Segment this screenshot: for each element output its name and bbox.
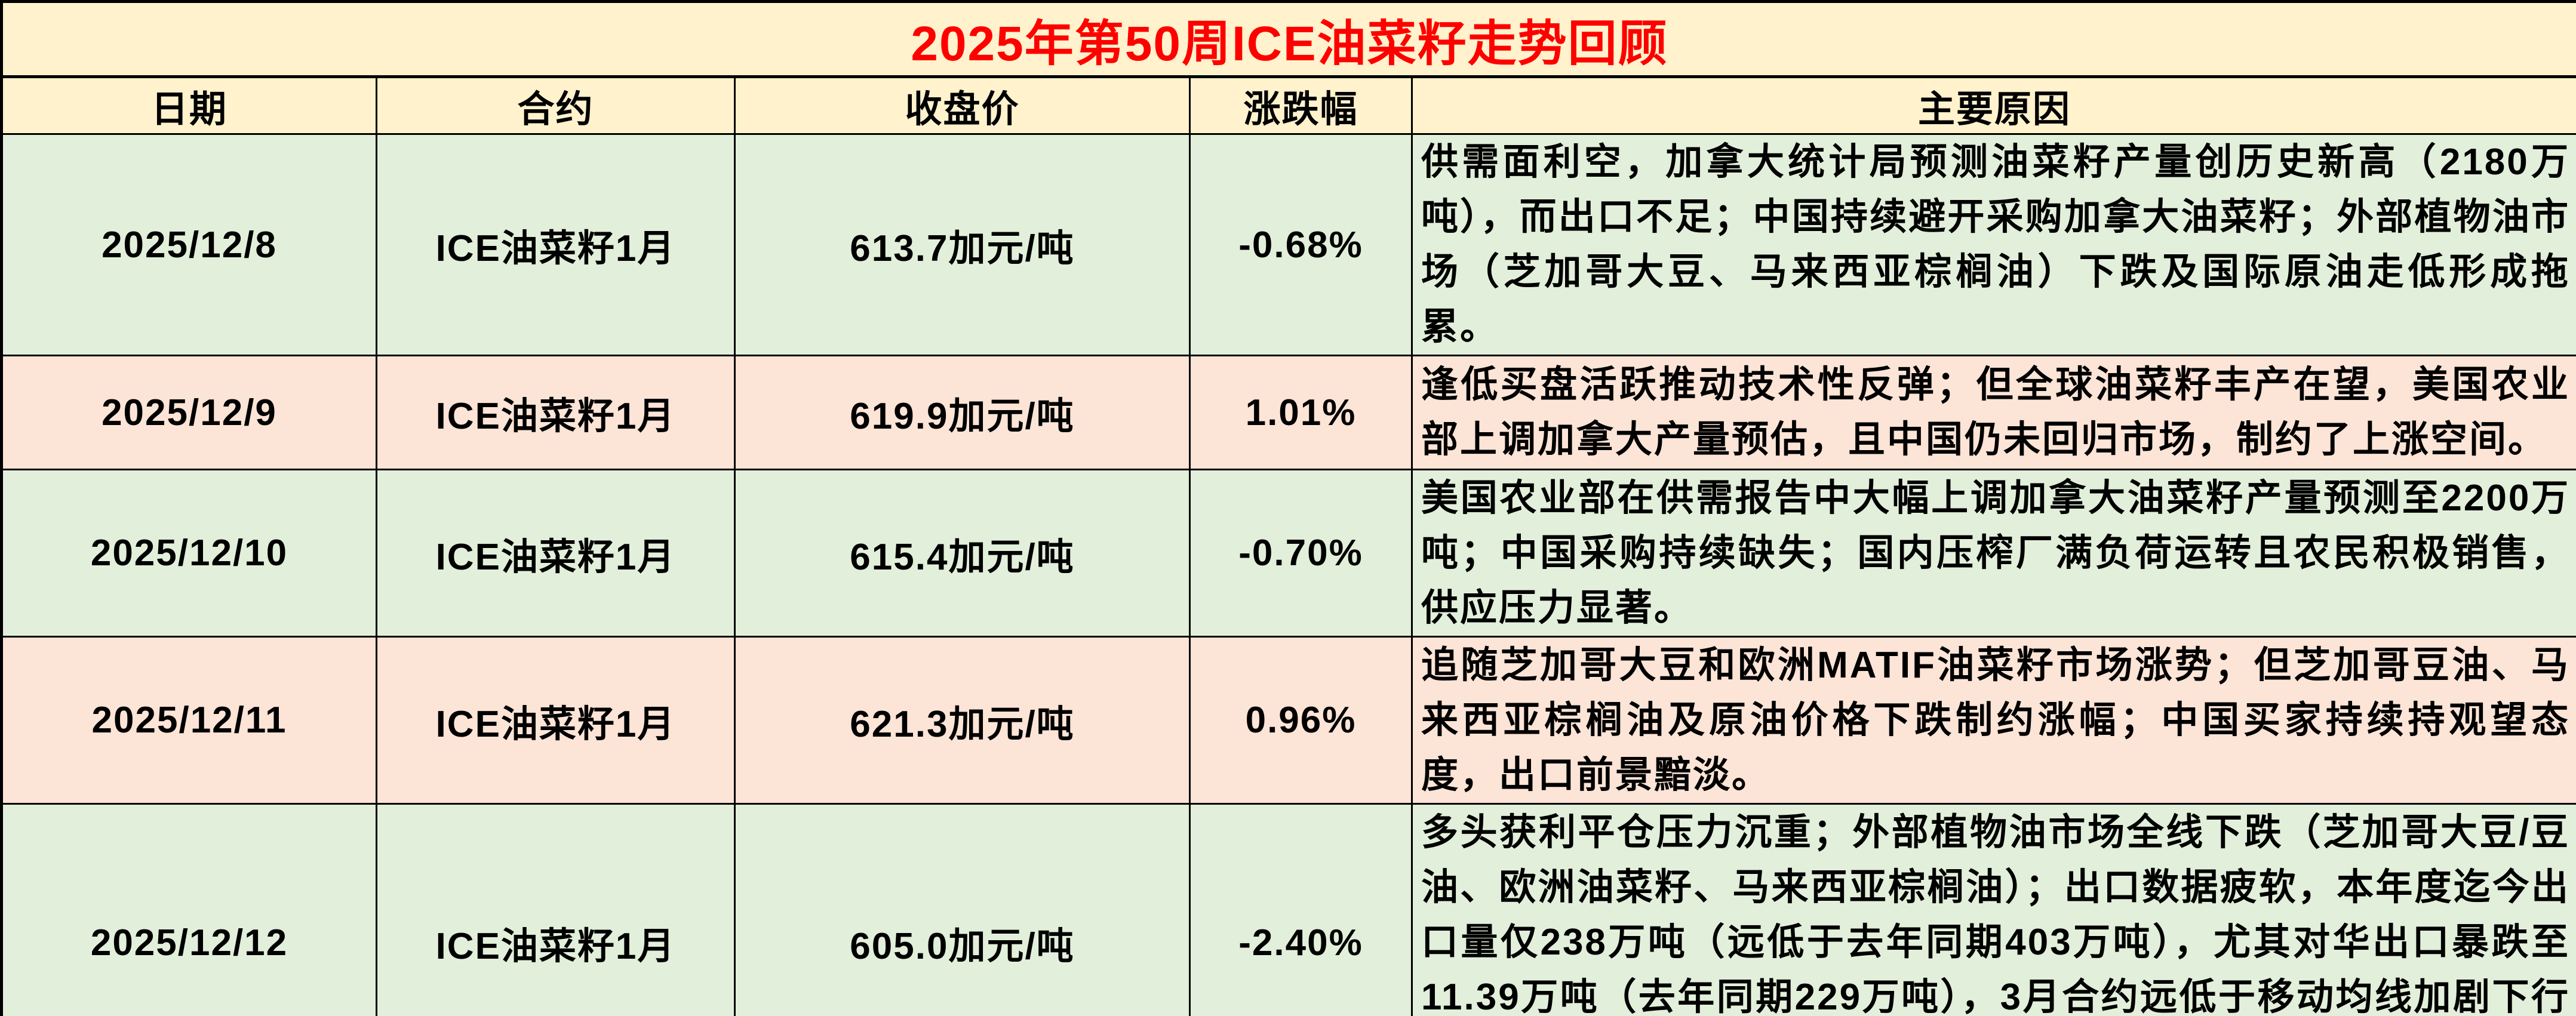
contract-cell: ICE油菜籽1月: [376, 133, 736, 356]
change-pct-cell: -0.68%: [1189, 133, 1413, 356]
column-header-change: 涨跌幅: [1189, 76, 1413, 135]
date-cell: 2025/12/11: [1, 636, 377, 805]
date-cell: 2025/12/10: [1, 469, 377, 638]
reason-cell: 多头获利平仓压力沉重；外部植物油市场全线下跌（芝加哥大豆/豆油、欧洲油菜籽、马来…: [1410, 803, 2576, 1016]
table-row: 2025/12/12 ICE油菜籽1月 605.0加元/吨 -2.40% 多头获利平仓压…: [1, 803, 2576, 1016]
contract-cell: ICE油菜籽1月: [376, 469, 736, 638]
close-price-cell: 619.9加元/吨: [734, 355, 1191, 470]
contract-cell: ICE油菜籽1月: [376, 636, 736, 805]
close-price-cell: 615.4加元/吨: [734, 469, 1191, 638]
date-cell: 2025/12/12: [1, 803, 377, 1016]
title-row: 2025年第50周ICE油菜籽走势回顾: [0, 1, 2576, 78]
date-cell: 2025/12/9: [1, 355, 377, 470]
table-row: 2025/12/11 ICE油菜籽1月 621.3加元/吨 0.96% 追随芝加哥大豆和…: [1, 636, 2576, 805]
column-header-date: 日期: [1, 76, 377, 135]
reason-cell: 美国农业部在供需报告中大幅上调加拿大油菜籽产量预测至2200万吨；中国采购持续缺…: [1410, 469, 2576, 638]
close-price-cell: 621.3加元/吨: [734, 636, 1191, 805]
table-row: 2025/12/8 ICE油菜籽1月 613.7加元/吨 -0.68% 供需面利空，加拿…: [1, 133, 2576, 356]
close-price-cell: 613.7加元/吨: [734, 133, 1191, 356]
column-header-row: 日期 合约 收盘价 涨跌幅 主要原因: [1, 76, 2576, 135]
change-pct-cell: -0.70%: [1189, 469, 1413, 638]
reason-cell: 逢低买盘活跃推动技术性反弹；但全球油菜籽丰产在望，美国农业部上调加拿大产量预估，…: [1410, 355, 2576, 470]
table-row: 2025/12/9 ICE油菜籽1月 619.9加元/吨 1.01% 逢低买盘活跃推动技…: [1, 355, 2576, 470]
column-header-contract: 合约: [376, 76, 736, 135]
reason-cell: 供需面利空，加拿大统计局预测油菜籽产量创历史新高（2180万吨），而出口不足；中…: [1410, 133, 2576, 356]
page-title: 2025年第50周ICE油菜籽走势回顾: [0, 1, 2576, 78]
column-header-close: 收盘价: [734, 76, 1191, 135]
reason-cell: 追随芝加哥大豆和欧洲MATIF油菜籽市场涨势；但芝加哥豆油、马来西亚棕榈油及原油…: [1410, 636, 2576, 805]
contract-cell: ICE油菜籽1月: [376, 355, 736, 470]
close-price-cell: 605.0加元/吨: [734, 803, 1191, 1016]
column-header-reason: 主要原因: [1410, 76, 2576, 135]
change-pct-cell: 1.01%: [1189, 355, 1413, 470]
table-row: 2025/12/10 ICE油菜籽1月 615.4加元/吨 -0.70% 美国农业部在供…: [1, 469, 2576, 638]
change-pct-cell: -2.40%: [1189, 803, 1413, 1016]
change-pct-cell: 0.96%: [1189, 636, 1413, 805]
date-cell: 2025/12/8: [1, 133, 377, 356]
contract-cell: ICE油菜籽1月: [376, 803, 736, 1016]
